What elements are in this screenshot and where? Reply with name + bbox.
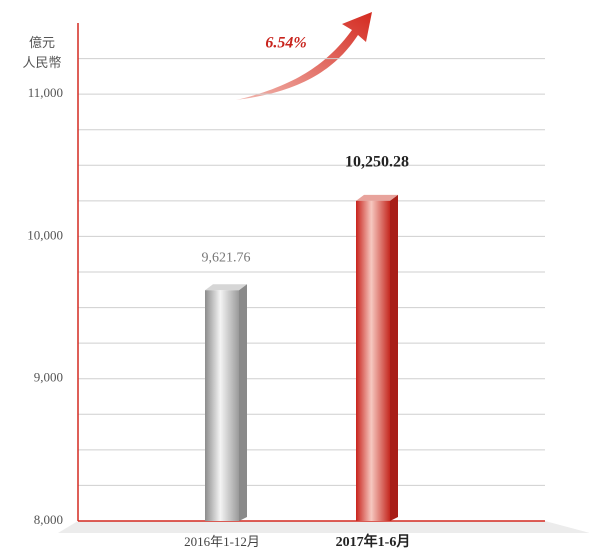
bar-side xyxy=(239,284,247,521)
bar-top xyxy=(205,284,247,291)
bar-top xyxy=(356,194,398,201)
x-tick-label: 2016年1-12月 xyxy=(184,534,260,549)
value-label: 9,621.76 xyxy=(202,250,251,265)
value-label: 10,250.28 xyxy=(345,153,409,170)
y-tick-label: 8,000 xyxy=(34,512,63,527)
y-tick-label: 9,000 xyxy=(34,370,63,385)
floor xyxy=(58,521,589,533)
y-axis-label: 億元 xyxy=(29,35,55,50)
x-tick-label: 2017年1-6月 xyxy=(336,533,411,550)
bar-side xyxy=(390,194,398,521)
y-tick-label: 10,000 xyxy=(27,227,63,242)
annotation: 6.54% xyxy=(265,35,306,52)
bar xyxy=(205,290,239,521)
bar xyxy=(356,200,390,521)
trend-arrow xyxy=(236,12,372,100)
y-tick-label: 11,000 xyxy=(28,85,63,100)
y-axis-label: 人民幣 xyxy=(22,55,61,70)
